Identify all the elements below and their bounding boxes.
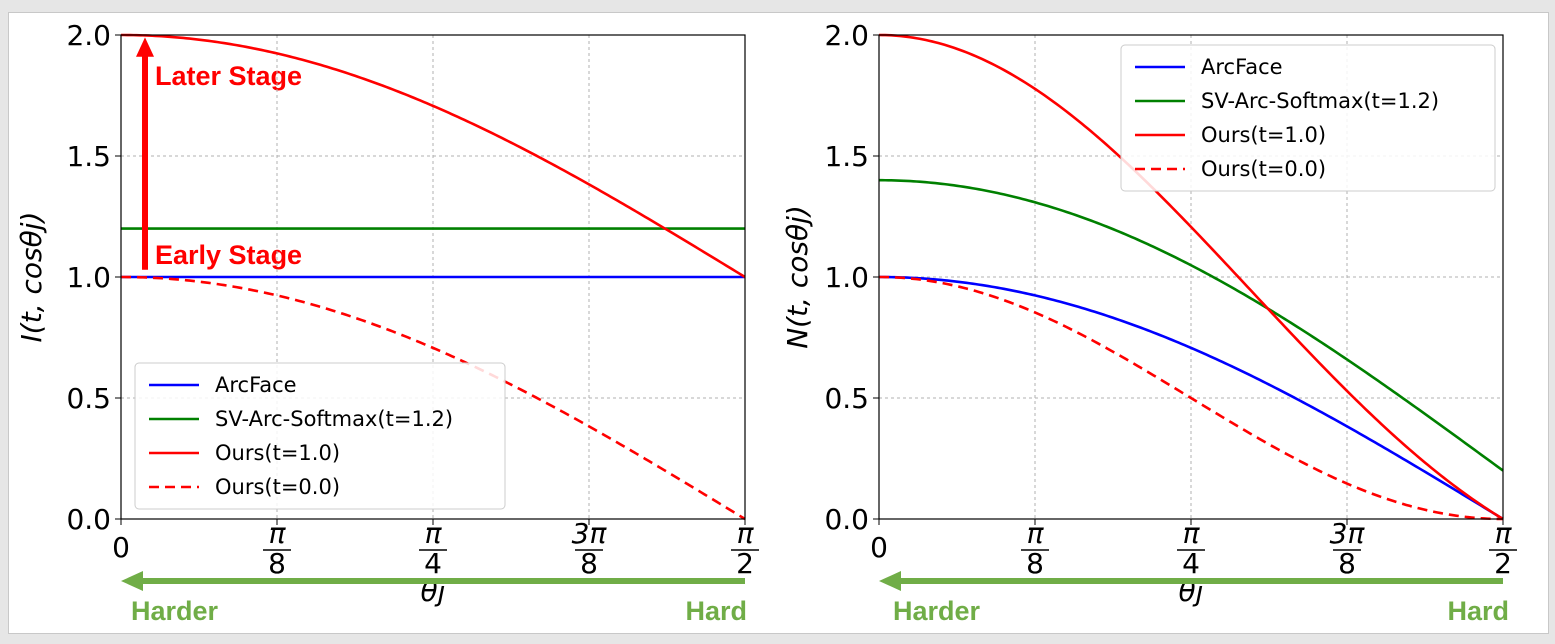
series-line-ours-t-1-0-	[120, 33, 746, 279]
y-tick-label: 1.0	[66, 261, 111, 294]
y-tick-label: 0.5	[824, 382, 869, 415]
legend-label: ArcFace	[1201, 55, 1283, 79]
stage-arrow-head	[136, 37, 154, 57]
x-tick-label-denominator: 4	[424, 547, 442, 580]
x-tick-label-denominator: 8	[268, 547, 286, 580]
legend-label: ArcFace	[215, 373, 297, 397]
x-tick-label-denominator: 8	[580, 547, 598, 580]
x-tick-label-denominator: 2	[1494, 547, 1512, 580]
x-tick-label-numerator: 3π	[1330, 517, 1366, 550]
series-line-sv-arc-softmax-t-1-2-	[878, 178, 1504, 472]
x-tick-label-numerator: π	[425, 517, 443, 550]
x-tick-label-numerator: π	[1495, 517, 1513, 550]
y-tick-label: 0.5	[66, 382, 111, 415]
x-tick-label-denominator: 8	[1026, 547, 1044, 580]
series-line-ours-t-0-0-	[878, 275, 1504, 521]
y-tick-label: 1.0	[824, 261, 869, 294]
annotation-later-stage: Later Stage	[155, 61, 302, 91]
y-tick-label: 0.0	[66, 503, 111, 536]
chart-canvas: Later Stage Early Stage Harder Hard Hard…	[15, 19, 1517, 626]
y-tick-label: 2.0	[824, 19, 869, 52]
series-line-ours-t-1-0-	[878, 33, 1504, 521]
y-tick-label: 1.5	[66, 140, 111, 173]
legend-box	[134, 362, 506, 510]
annotation-hard-left: Hard	[685, 596, 747, 626]
legend-label: Ours(t=1.0)	[1201, 123, 1326, 147]
legend-label: Ours(t=1.0)	[215, 441, 340, 465]
x-tick-label-numerator: π	[737, 517, 755, 550]
x-tick-label-denominator: 8	[1338, 547, 1356, 580]
x-tick-label-denominator: 4	[1182, 547, 1200, 580]
series-line-ours-t-0-0-	[120, 275, 746, 521]
x-tick-label: 0	[112, 531, 130, 564]
legend-label: SV-Arc-Softmax(t=1.2)	[1201, 89, 1439, 113]
annotation-early-stage: Early Stage	[155, 240, 302, 270]
annotation-harder-left: Harder	[131, 596, 219, 626]
annotation-harder-right: Harder	[893, 596, 981, 626]
y-tick-label: 0.0	[824, 503, 869, 536]
y-tick-label: 2.0	[66, 19, 111, 52]
legend-label: SV-Arc-Softmax(t=1.2)	[215, 407, 453, 431]
y-axis-label: N(t, cosθj)	[781, 205, 814, 349]
x-tick-label-numerator: 3π	[572, 517, 608, 550]
x-tick-label-numerator: π	[1183, 517, 1201, 550]
legend-label: Ours(t=0.0)	[215, 475, 340, 499]
annotation-hard-right: Hard	[1447, 596, 1509, 626]
y-tick-label: 1.5	[824, 140, 869, 173]
series-line-arcface	[878, 275, 1504, 521]
figure: Later Stage Early Stage Harder Hard Hard…	[8, 12, 1549, 634]
harder-arrow-head	[121, 571, 143, 591]
x-tick-label-denominator: 2	[736, 547, 754, 580]
legend-label: Ours(t=0.0)	[1201, 157, 1326, 181]
x-tick-label-numerator: π	[1027, 517, 1045, 550]
y-axis-label: I(t, cosθj)	[15, 212, 48, 343]
legend-box	[1120, 44, 1496, 192]
x-tick-label-numerator: π	[269, 517, 287, 550]
harder-arrow-head	[879, 571, 901, 591]
x-tick-label: 0	[870, 531, 888, 564]
